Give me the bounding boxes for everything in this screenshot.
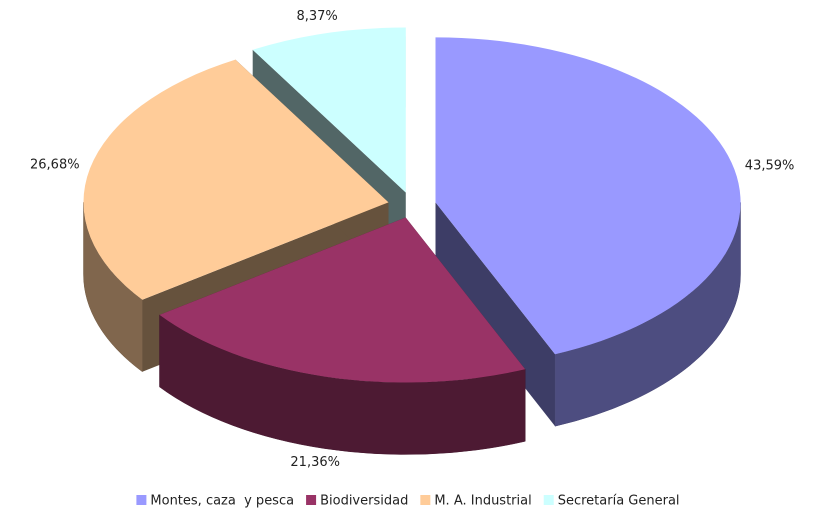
legend-label: Secretaría General xyxy=(558,494,680,509)
slice xyxy=(159,217,526,383)
slice-tops xyxy=(83,27,741,383)
slice xyxy=(83,59,389,300)
slice xyxy=(435,37,741,355)
legend-label: Montes, caza y pesca xyxy=(150,494,294,509)
data-label: 8,37% xyxy=(296,9,337,24)
legend-swatch xyxy=(136,495,147,505)
slice xyxy=(252,27,406,193)
legend-swatch xyxy=(420,495,431,505)
data-label: 21,36% xyxy=(290,455,340,470)
legend-label: Biodiversidad xyxy=(320,494,408,509)
legend-swatch xyxy=(306,495,317,505)
legend-swatch xyxy=(543,495,554,505)
data-label: 43,59% xyxy=(745,159,795,174)
legend-label: M. A. Industrial xyxy=(434,494,531,509)
data-label: 26,68% xyxy=(30,158,80,173)
legend: Montes, caza y pesca Biodiversidad M. A. I… xyxy=(136,494,680,509)
